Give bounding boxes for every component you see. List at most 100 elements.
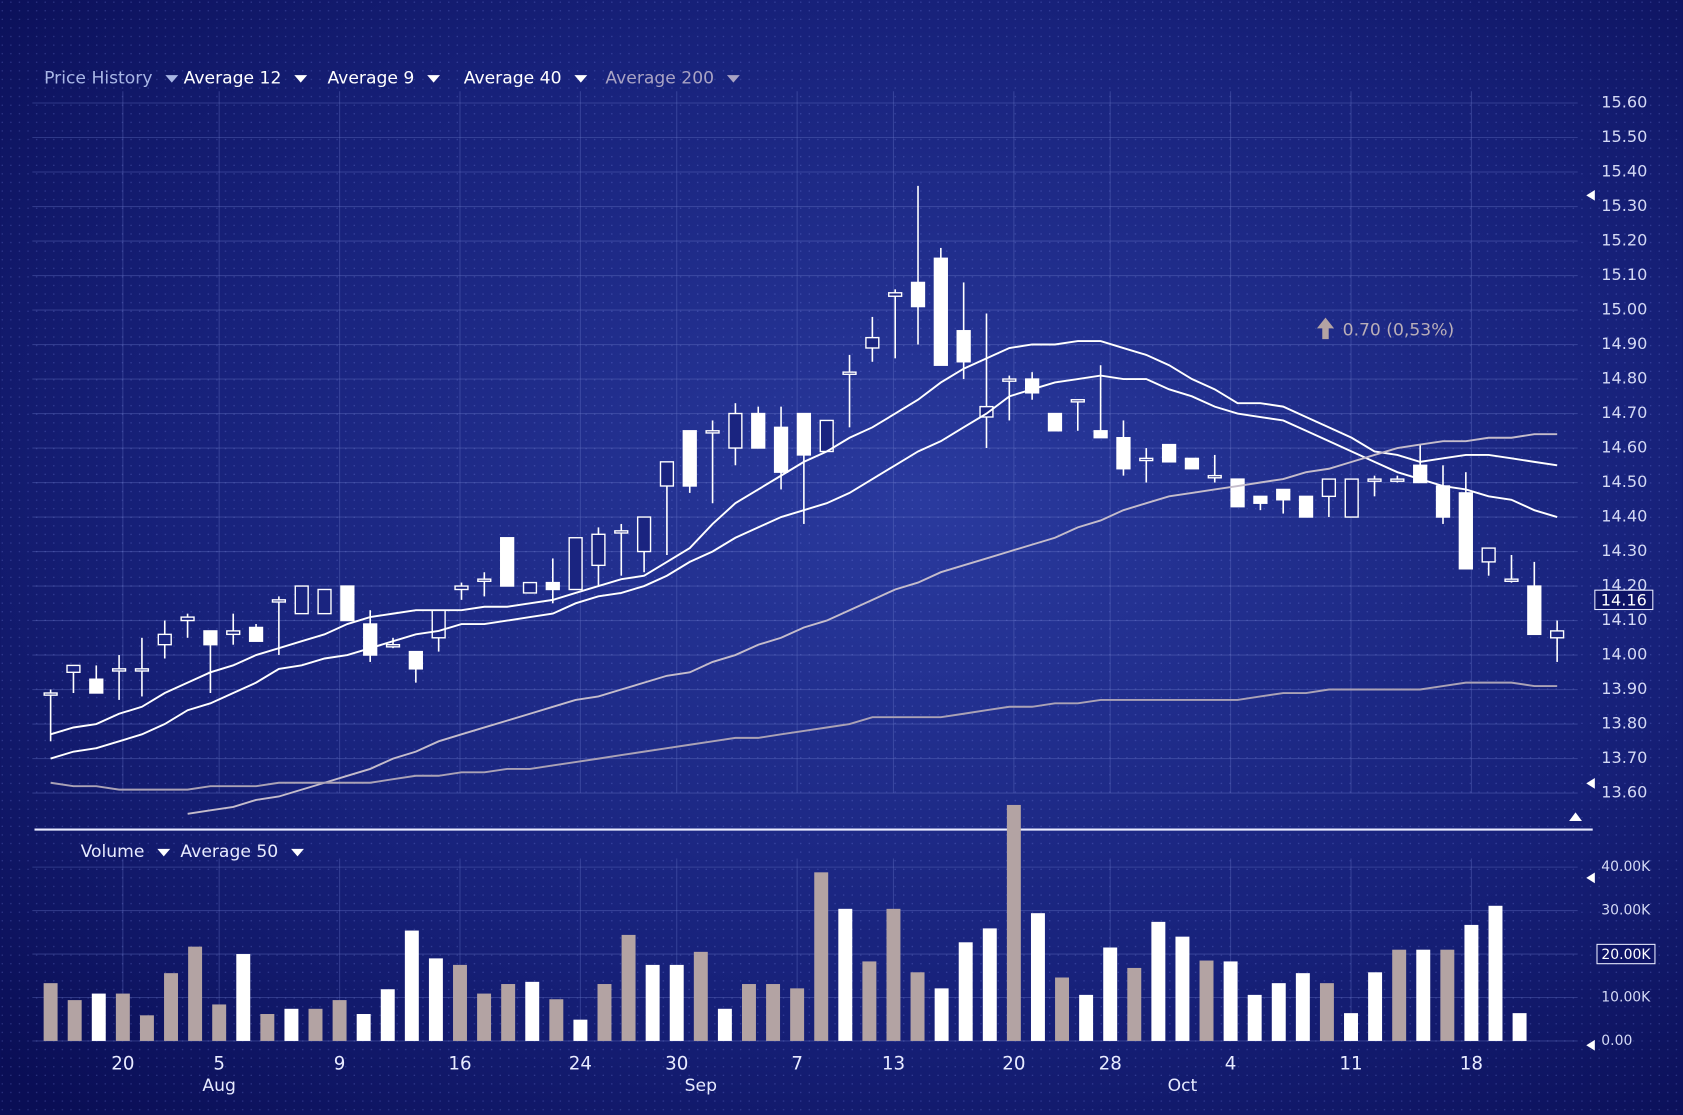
collapse-marker[interactable]: [1569, 812, 1582, 821]
x-tick-label: 20: [111, 1054, 134, 1075]
volume-bar: [549, 999, 564, 1041]
x-tick-label: 7: [791, 1054, 803, 1075]
y-tick-label: 15.30: [1601, 196, 1647, 215]
volume-bar: [1512, 1013, 1527, 1041]
volume-bar: [693, 951, 708, 1041]
y-tick-label: 14.50: [1601, 472, 1647, 491]
volume-bar: [573, 1019, 588, 1041]
candle-body: [751, 412, 766, 449]
month-label: Sep: [685, 1076, 717, 1096]
x-tick-label: 28: [1099, 1054, 1122, 1075]
candle-body: [157, 633, 172, 646]
candle-body: [1253, 495, 1268, 504]
candle-body: [1367, 478, 1382, 482]
legend-item[interactable]: Average 40: [464, 68, 562, 88]
volume-bar: [1006, 804, 1021, 1041]
dropdown-arrow[interactable]: [157, 848, 171, 857]
candle-body: [408, 650, 423, 670]
dropdown-arrow[interactable]: [427, 75, 441, 83]
candle-body: [1230, 478, 1245, 508]
volume-bar: [308, 1008, 323, 1041]
volume-bar: [1271, 983, 1286, 1041]
volume-bar: [1247, 994, 1262, 1041]
candle-body: [111, 668, 127, 672]
candle-body: [682, 430, 697, 487]
legend-item[interactable]: Volume: [81, 842, 145, 862]
volume-bar: [67, 1000, 82, 1041]
candle-body: [1139, 457, 1154, 462]
candle-body: [66, 664, 81, 673]
candle-body: [568, 537, 583, 591]
volume-bar: [741, 984, 756, 1041]
candle-body: [294, 585, 309, 615]
x-tick-label: 4: [1225, 1054, 1237, 1075]
volume-bar: [1223, 961, 1238, 1041]
change-annotation: 0.70 (0,53%): [1343, 321, 1455, 341]
y-tick-label: 15.40: [1601, 162, 1647, 181]
volume-bar: [212, 1004, 227, 1041]
x-tick-label: 20: [1002, 1054, 1025, 1075]
month-label: Aug: [202, 1076, 236, 1096]
volume-bar: [1127, 967, 1142, 1041]
volume-bar: [814, 872, 829, 1041]
y-tick-label: 14.80: [1601, 369, 1647, 388]
legend-item[interactable]: Average 200: [605, 68, 714, 88]
current-value-box: [1596, 943, 1656, 965]
y-tick-label: 15.10: [1601, 265, 1647, 284]
candle-body: [454, 585, 469, 591]
legend-item[interactable]: Average 12: [184, 68, 282, 88]
candle-body: [522, 581, 538, 594]
y-tick-label: 13.70: [1601, 748, 1647, 767]
dropdown-arrow[interactable]: [294, 75, 308, 83]
current-value-label: 20.00K: [1601, 947, 1651, 963]
volume-bar: [621, 934, 636, 1041]
dropdown-arrow[interactable]: [574, 75, 588, 83]
moving-average-line: [50, 340, 1558, 736]
candle-body: [271, 599, 287, 603]
volume-bar: [934, 988, 949, 1041]
moving-average-line: [187, 433, 1558, 815]
volume-bar: [1079, 994, 1094, 1041]
x-tick-label: 9: [334, 1054, 346, 1075]
y-tick-label: 14.00: [1601, 645, 1647, 664]
candle-body: [636, 516, 652, 553]
labels: 15.60 15.50 15.40 15.30 15.20 15.10 15.00 14.90…: [44, 68, 1656, 1096]
candle-body: [591, 533, 606, 567]
volume-bar: [356, 1014, 371, 1041]
candle-body: [956, 330, 971, 363]
candle-body: [1184, 457, 1200, 470]
volume-bar: [332, 1000, 347, 1041]
change-arrow: [1316, 317, 1335, 340]
volume-bar: [1103, 947, 1118, 1041]
dropdown-arrow[interactable]: [726, 75, 740, 83]
dropdown-arrow[interactable]: [165, 75, 179, 83]
candle-body: [910, 281, 926, 308]
candle-body: [500, 537, 515, 587]
volume-bar: [380, 989, 395, 1041]
candle-body: [1458, 492, 1473, 570]
candle-body: [819, 419, 834, 453]
candle-body: [1298, 495, 1314, 518]
volume-bar: [1344, 1013, 1358, 1041]
candle-body: [614, 530, 629, 534]
x-tick-label: 16: [448, 1054, 471, 1075]
candle-body: [248, 626, 264, 642]
legend-item[interactable]: Price History: [44, 68, 152, 88]
x-tick-label: 13: [882, 1054, 905, 1075]
candle-body: [1435, 485, 1451, 518]
legend-item[interactable]: Average 50: [180, 842, 278, 862]
candle-body: [1276, 488, 1291, 501]
volume-bar: [236, 954, 251, 1041]
current-value-box: [1594, 589, 1654, 611]
y-tick-label: 15.00: [1601, 300, 1647, 319]
candle-body: [180, 616, 195, 622]
volume-bar: [404, 930, 419, 1041]
volume-bar: [597, 984, 612, 1041]
dropdown-arrow[interactable]: [291, 848, 304, 857]
marks: [43, 185, 1565, 1041]
legend-item[interactable]: Average 9: [327, 68, 414, 88]
candle-body: [728, 412, 743, 449]
scroll-marker: [1586, 1039, 1595, 1051]
candle-body: [659, 461, 675, 487]
